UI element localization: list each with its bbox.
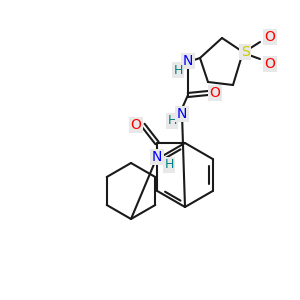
Text: S: S [241,45,249,59]
Text: H: H [164,158,174,172]
Text: N: N [177,107,187,121]
Text: N: N [183,54,193,68]
Text: O: O [130,118,141,132]
Text: O: O [265,57,275,71]
Text: H: H [173,64,183,76]
Text: N: N [152,150,162,164]
Text: H: H [167,115,177,128]
Text: O: O [265,30,275,44]
Text: O: O [210,86,220,100]
